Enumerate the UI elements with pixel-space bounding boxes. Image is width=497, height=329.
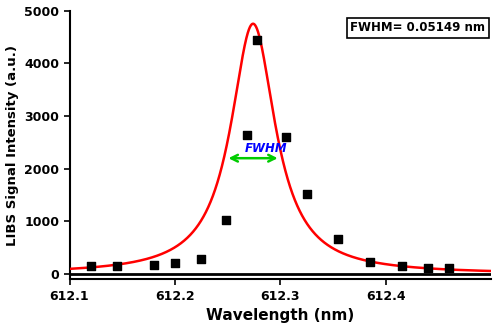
Point bbox=[282, 135, 290, 140]
Point bbox=[398, 264, 406, 269]
Text: FWHM: FWHM bbox=[245, 142, 287, 155]
Point bbox=[253, 37, 261, 42]
Point bbox=[303, 191, 311, 197]
Point bbox=[334, 236, 342, 241]
Point bbox=[113, 263, 121, 268]
Point bbox=[424, 265, 432, 270]
Point bbox=[243, 132, 250, 138]
Point bbox=[86, 264, 94, 269]
Point bbox=[150, 262, 158, 267]
Point bbox=[222, 218, 230, 223]
Point bbox=[171, 260, 179, 266]
Point bbox=[366, 259, 374, 264]
Point bbox=[445, 266, 453, 271]
Y-axis label: LIBS Signal Intensity (a.u.): LIBS Signal Intensity (a.u.) bbox=[5, 44, 18, 245]
Text: FWHM= 0.05149 nm: FWHM= 0.05149 nm bbox=[350, 21, 485, 34]
X-axis label: Wavelength (nm): Wavelength (nm) bbox=[206, 309, 355, 323]
Point bbox=[197, 257, 205, 262]
